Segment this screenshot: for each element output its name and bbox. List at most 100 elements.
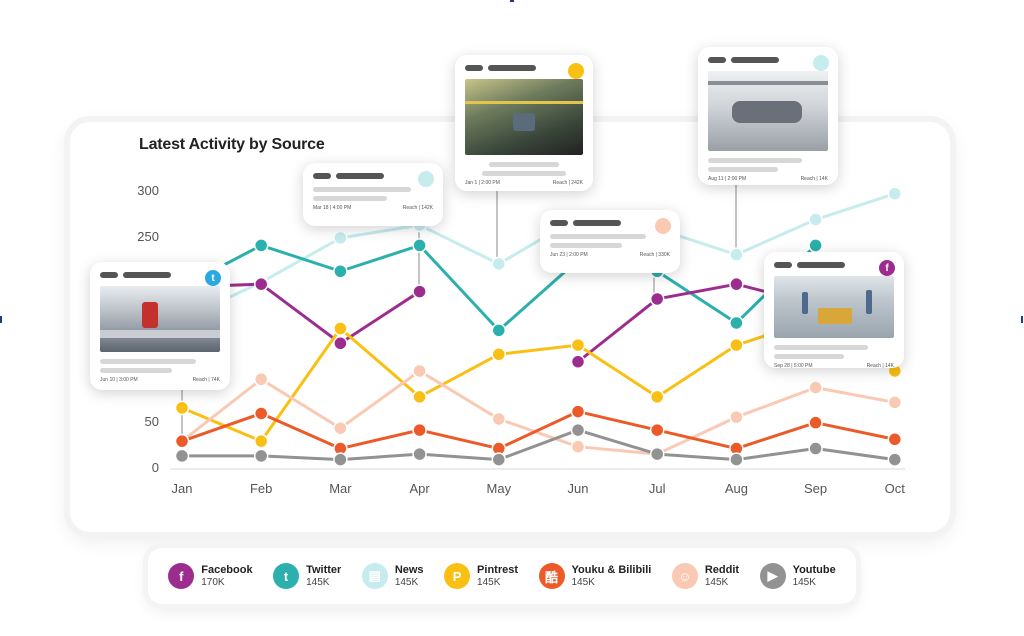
x-tick-label: Apr [409, 481, 430, 496]
youku-icon: 酷 [538, 563, 565, 589]
post-date: Jun 10 | 3:00 PM [100, 377, 138, 383]
data-point-reddit [808, 380, 823, 395]
twitter-icon: t [205, 270, 221, 286]
legend-text: Reddit 145K [705, 564, 739, 589]
legend-text: Facebook 170K [201, 564, 252, 589]
post-date: Sep 28 | 5:00 PM [774, 363, 813, 369]
data-point-youku-bilibili [570, 404, 586, 419]
legend-text: Youtube 145K [793, 564, 836, 589]
legend-item[interactable]: f Facebook 170K [168, 563, 253, 589]
post-popup-facebook[interactable]: f Sep 28 | 5:00 PM Reach | 14K [764, 252, 904, 369]
post-popup-pintrest[interactable]: Jan 1 | 2:00 PM Reach | 242K [455, 55, 593, 191]
post-reach: Reach | 242K [552, 180, 583, 186]
data-point-twitter [333, 264, 348, 279]
data-point-youku-bilibili [649, 422, 665, 438]
data-point-pintrest [253, 433, 269, 449]
legend-item[interactable]: t Twitter 145K [273, 563, 341, 589]
legend-item[interactable]: ☺ Reddit 145K [671, 563, 739, 589]
data-point-pintrest [412, 389, 427, 405]
legend-text: Pintrest 145K [477, 564, 518, 589]
data-point-news [729, 247, 744, 262]
twitter-icon: t [273, 563, 300, 589]
data-point-news [808, 212, 823, 227]
post-photo [100, 286, 220, 352]
y-tick-label: 250 [137, 229, 159, 244]
data-point-reddit [253, 372, 269, 387]
data-point-youtube [333, 452, 348, 467]
news-icon: ▤ [361, 563, 388, 589]
legend-name: Pintrest [477, 563, 519, 576]
legend-value: 145K [792, 576, 816, 588]
data-point-reddit [570, 439, 586, 454]
post-reach: Reach | 330K [639, 252, 670, 258]
legend-name: Twitter [306, 563, 342, 576]
legend-item[interactable]: 酷 Youku & Bilibili 145K [538, 563, 652, 589]
legend-name: News [394, 563, 424, 576]
data-point-twitter [412, 238, 427, 253]
data-point-twitter [253, 238, 269, 253]
facebook-icon: f [879, 260, 895, 276]
youtube-icon: ▶ [759, 563, 786, 589]
x-tick-label: May [487, 481, 512, 496]
post-photo [774, 276, 894, 338]
facebook-icon: f [168, 563, 195, 589]
data-point-facebook [253, 276, 269, 292]
post-reach: Reach | 14K [800, 176, 828, 182]
data-point-pintrest [729, 337, 744, 353]
post-popup-twitter[interactable]: t Jun 10 | 3:00 PM Reach | 74K [90, 262, 230, 390]
data-point-youku-bilibili [174, 433, 190, 449]
legend-text: Twitter 145K [306, 564, 341, 589]
legend-item[interactable]: ▶ Youtube 145K [759, 563, 836, 589]
reddit-icon [655, 218, 671, 234]
data-point-facebook [412, 284, 427, 299]
post-popup-news[interactable]: Mar 18 | 4:00 PM Reach | 142K [303, 163, 443, 226]
data-point-youku-bilibili [253, 406, 269, 421]
data-point-youtube [887, 452, 903, 467]
data-point-youtube [729, 452, 744, 467]
post-date: Aug 11 | 2:00 PM [708, 176, 747, 182]
legend-value: 170K [201, 576, 225, 588]
post-reach: Reach | 14K [866, 363, 894, 369]
data-point-news [491, 256, 507, 272]
series-line-reddit [180, 369, 897, 456]
legend-value: 145K [306, 576, 330, 588]
data-point-twitter [808, 238, 823, 253]
data-point-youtube [412, 446, 427, 462]
post-date: Jun 23 | 2:00 PM [550, 252, 588, 258]
data-point-youku-bilibili [808, 415, 823, 430]
data-point-reddit [729, 409, 744, 425]
data-point-facebook [649, 291, 665, 307]
post-popup-news-2[interactable]: Aug 11 | 2:00 PM Reach | 14K [698, 47, 838, 185]
data-point-youtube [570, 422, 586, 438]
post-date: Mar 18 | 4:00 PM [313, 205, 352, 211]
legend-text: News 145K [395, 564, 424, 589]
data-point-reddit [887, 395, 903, 410]
data-point-pintrest [570, 337, 586, 353]
data-point-youtube [253, 448, 269, 464]
legend-name: Reddit [704, 563, 740, 576]
post-reach: Reach | 142K [402, 205, 433, 211]
data-point-youtube [174, 448, 190, 464]
data-point-pintrest [174, 400, 190, 416]
post-popup-reddit[interactable]: Jun 23 | 2:00 PM Reach | 330K [540, 210, 680, 273]
series-line-youtube [180, 428, 897, 462]
legend-item[interactable]: P Pintrest 145K [444, 563, 518, 589]
legend-name: Youku & Bilibili [571, 563, 652, 576]
data-point-reddit [412, 363, 427, 379]
top-edge-marker [510, 0, 514, 2]
legend-name: Facebook [201, 563, 253, 576]
data-point-youku-bilibili [412, 422, 427, 438]
post-date: Jan 1 | 2:00 PM [465, 180, 500, 186]
x-tick-label: Sep [804, 481, 827, 496]
data-point-youku-bilibili [887, 432, 903, 447]
data-point-youtube [491, 452, 507, 467]
x-tick-label: Mar [329, 481, 352, 496]
data-point-youtube [649, 446, 665, 462]
data-point-reddit [333, 420, 348, 436]
x-tick-label: Jun [568, 481, 589, 496]
chart-title: Latest Activity by Source [139, 136, 325, 153]
post-photo [708, 71, 828, 151]
data-point-news [887, 186, 903, 201]
legend-value: 145K [477, 576, 501, 588]
legend-item[interactable]: ▤ News 145K [361, 563, 424, 589]
